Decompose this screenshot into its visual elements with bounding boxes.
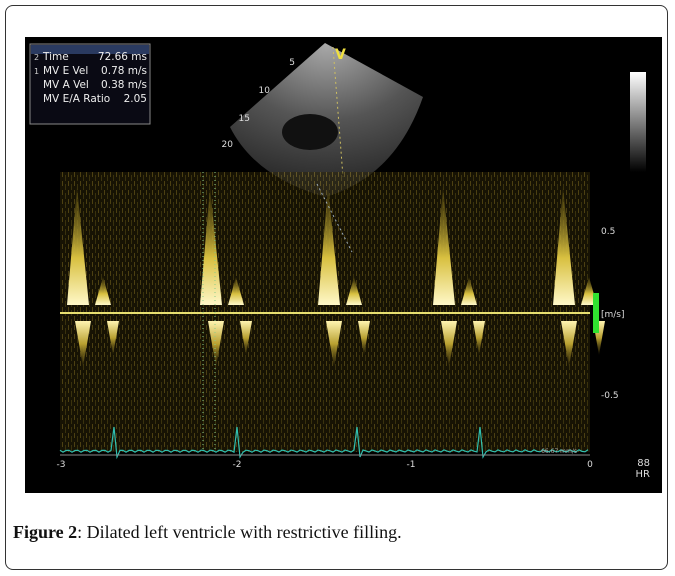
sector-marker: V <box>335 47 346 63</box>
page: 2Time 72.66 ms 1 MV E Vel 0.78 m/s MV A Vel 0.… <box>0 0 675 576</box>
gray-scale-bar <box>630 72 646 172</box>
time-label: -2 <box>233 460 242 470</box>
time-label: -3 <box>57 460 66 470</box>
measurement-label: MV E/A Ratio <box>43 93 110 105</box>
depth-label: 15 <box>239 114 250 124</box>
caption: Figure 2: Dilated left ventricle with re… <box>13 522 402 543</box>
depth-label: 20 <box>222 140 234 150</box>
heart-rate: 88 <box>637 458 650 469</box>
measurement-index: 2 <box>34 53 39 62</box>
measurement-value: 2.05 <box>124 93 147 105</box>
depth-label: 10 <box>259 86 271 96</box>
time-label: -1 <box>407 460 416 470</box>
measurement-label: MV E Vel <box>43 65 88 77</box>
heart-rate-unit: HR <box>636 469 651 480</box>
measurement-label: MV A Vel <box>43 79 89 91</box>
velocity-label: -0.5 <box>601 391 619 401</box>
velocity-label: 0.5 <box>601 227 615 237</box>
measurement-value: 0.78 m/s <box>101 65 147 77</box>
measurement-value: 0.38 m/s <box>101 79 147 91</box>
measurement-index: 1 <box>34 67 39 76</box>
caption-text: : Dilated left ventricle with restrictiv… <box>77 522 401 542</box>
ventricle-cavity <box>282 114 338 150</box>
measurement-value: 72.66 ms <box>98 51 147 63</box>
sweep-speed: 66.67 mm/s <box>541 448 577 455</box>
depth-label: 5 <box>289 58 295 68</box>
velocity-label: [m/s] <box>601 310 625 320</box>
measurement-label: Time <box>42 51 69 63</box>
time-label: 0 <box>587 460 593 470</box>
caption-label: Figure 2 <box>13 522 77 542</box>
baseline-marker <box>593 293 599 333</box>
